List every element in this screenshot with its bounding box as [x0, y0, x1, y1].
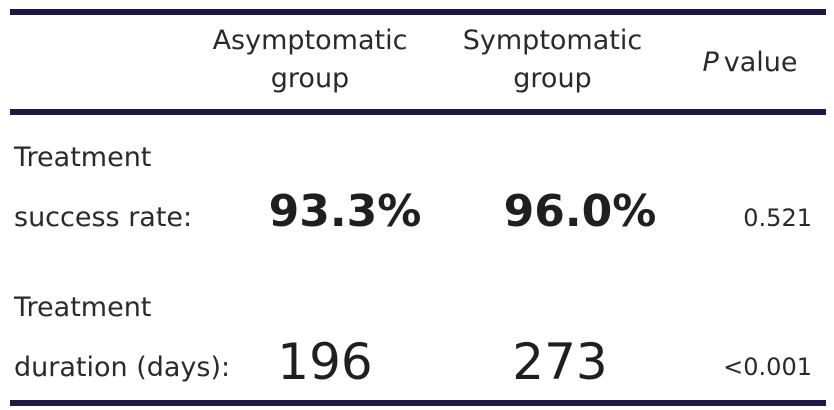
table-header-rule	[10, 109, 826, 115]
row-label-duration: Treatment duration (days):	[14, 291, 230, 385]
duration-p-value: <0.001	[723, 353, 812, 381]
header-asymptomatic-line1: Asymptomatic	[212, 25, 408, 56]
success-rate-p-value: 0.521	[743, 204, 812, 232]
header-symptomatic-line1: Symptomatic	[462, 25, 643, 56]
header-p-italic: P	[702, 47, 719, 78]
success-rate-asymptomatic: 93.3%	[268, 186, 422, 237]
table-bottom-rule	[10, 400, 826, 406]
header-symptomatic-group: Symptomatic group	[440, 22, 665, 98]
header-asymptomatic-group: Asymptomatic group	[195, 22, 425, 98]
row2-label-line1: Treatment	[14, 292, 152, 323]
row1-label-line1: Treatment	[14, 142, 152, 173]
table-top-rule	[10, 9, 826, 15]
header-p-rest: value	[723, 47, 798, 78]
row1-label-line2: success rate:	[14, 202, 193, 233]
header-asymptomatic-line2: group	[270, 63, 350, 94]
row-label-success-rate: Treatment success rate:	[14, 141, 192, 235]
row2-label-line2: duration (days):	[14, 352, 231, 383]
duration-asymptomatic: 196	[277, 333, 373, 391]
duration-symptomatic: 273	[512, 333, 608, 391]
success-rate-symptomatic: 96.0%	[503, 186, 657, 237]
header-symptomatic-line2: group	[513, 63, 592, 94]
